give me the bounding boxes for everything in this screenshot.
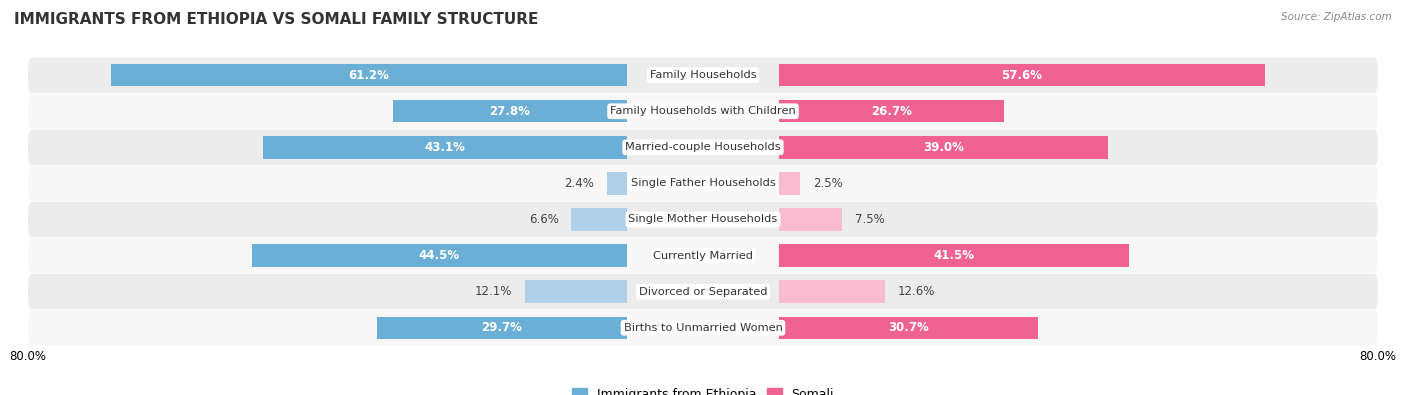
Bar bbox=[779, 245, 1129, 267]
Bar bbox=[779, 208, 842, 231]
Text: 44.5%: 44.5% bbox=[419, 249, 460, 262]
Bar bbox=[263, 136, 627, 158]
Text: Divorced or Separated: Divorced or Separated bbox=[638, 287, 768, 297]
Text: Family Households with Children: Family Households with Children bbox=[610, 106, 796, 116]
Text: Births to Unmarried Women: Births to Unmarried Women bbox=[624, 323, 782, 333]
FancyBboxPatch shape bbox=[28, 274, 1378, 309]
Bar bbox=[111, 64, 627, 87]
Bar bbox=[779, 64, 1265, 87]
Text: 7.5%: 7.5% bbox=[855, 213, 884, 226]
Legend: Immigrants from Ethiopia, Somali: Immigrants from Ethiopia, Somali bbox=[567, 383, 839, 395]
FancyBboxPatch shape bbox=[28, 130, 1378, 165]
Text: IMMIGRANTS FROM ETHIOPIA VS SOMALI FAMILY STRUCTURE: IMMIGRANTS FROM ETHIOPIA VS SOMALI FAMIL… bbox=[14, 12, 538, 27]
Text: Source: ZipAtlas.com: Source: ZipAtlas.com bbox=[1281, 12, 1392, 22]
Text: Family Households: Family Households bbox=[650, 70, 756, 80]
FancyBboxPatch shape bbox=[28, 310, 1378, 346]
Bar bbox=[779, 136, 1108, 158]
Text: 41.5%: 41.5% bbox=[934, 249, 974, 262]
FancyBboxPatch shape bbox=[28, 94, 1378, 129]
Text: 43.1%: 43.1% bbox=[425, 141, 465, 154]
FancyBboxPatch shape bbox=[28, 238, 1378, 273]
Bar bbox=[779, 316, 1038, 339]
Text: 29.7%: 29.7% bbox=[481, 321, 522, 334]
Text: Married-couple Households: Married-couple Households bbox=[626, 142, 780, 152]
Text: 27.8%: 27.8% bbox=[489, 105, 530, 118]
Text: 2.5%: 2.5% bbox=[813, 177, 842, 190]
Bar bbox=[779, 100, 1004, 122]
FancyBboxPatch shape bbox=[28, 57, 1378, 93]
Text: 12.6%: 12.6% bbox=[898, 285, 935, 298]
Text: 61.2%: 61.2% bbox=[349, 69, 389, 82]
Text: Single Mother Households: Single Mother Households bbox=[628, 214, 778, 224]
Text: 30.7%: 30.7% bbox=[889, 321, 929, 334]
Text: 39.0%: 39.0% bbox=[922, 141, 965, 154]
Bar bbox=[252, 245, 627, 267]
Text: 12.1%: 12.1% bbox=[475, 285, 512, 298]
Bar bbox=[392, 100, 627, 122]
Bar bbox=[377, 316, 627, 339]
Bar bbox=[607, 172, 627, 195]
Text: 26.7%: 26.7% bbox=[872, 105, 912, 118]
Bar bbox=[779, 172, 800, 195]
Text: Single Father Households: Single Father Households bbox=[631, 179, 775, 188]
Text: 2.4%: 2.4% bbox=[564, 177, 595, 190]
Bar bbox=[524, 280, 627, 303]
Bar bbox=[779, 280, 886, 303]
Text: 6.6%: 6.6% bbox=[529, 213, 558, 226]
FancyBboxPatch shape bbox=[28, 202, 1378, 237]
Bar bbox=[571, 208, 627, 231]
Text: Currently Married: Currently Married bbox=[652, 250, 754, 261]
Text: 57.6%: 57.6% bbox=[1001, 69, 1042, 82]
FancyBboxPatch shape bbox=[28, 166, 1378, 201]
